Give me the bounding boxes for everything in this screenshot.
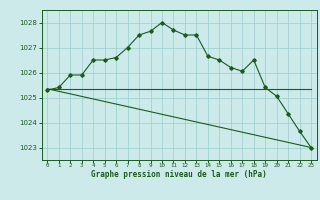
X-axis label: Graphe pression niveau de la mer (hPa): Graphe pression niveau de la mer (hPa): [91, 170, 267, 179]
